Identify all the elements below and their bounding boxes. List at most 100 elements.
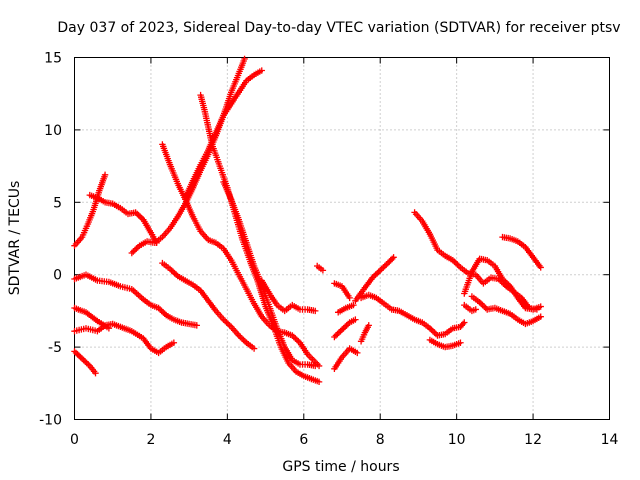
data-point [373, 294, 386, 306]
data-point [518, 294, 532, 310]
data-point [254, 278, 269, 308]
data-point [147, 345, 160, 355]
series-track-24 [461, 255, 544, 313]
data-point [71, 304, 88, 315]
data-point [205, 131, 219, 154]
data-point [189, 163, 203, 184]
data-point [78, 223, 91, 241]
series-track-23 [426, 336, 464, 351]
data-point [338, 283, 352, 300]
axis-ticks [74, 57, 610, 420]
data-point [159, 141, 173, 166]
data-point [457, 320, 467, 330]
data-point [281, 303, 294, 315]
data-point [170, 316, 183, 325]
series-track-11 [71, 348, 99, 377]
x-tick-label: 4 [223, 432, 232, 448]
data-point [331, 280, 344, 289]
data-point [220, 178, 234, 201]
data-point [174, 272, 187, 283]
data-point [506, 283, 520, 300]
data-point [354, 349, 361, 357]
x-tick-label: 6 [299, 432, 308, 448]
data-point [529, 254, 543, 269]
plot-frame [74, 57, 610, 420]
data-point [105, 278, 122, 289]
series-track-1 [71, 171, 109, 249]
series-track-8 [71, 271, 200, 329]
x-tick-label: 8 [376, 432, 385, 448]
data-point [243, 339, 256, 351]
y-tick-label: 0 [53, 268, 62, 284]
data-point [506, 235, 520, 244]
data-point [480, 275, 493, 287]
data-point [384, 255, 396, 267]
data-point [140, 216, 153, 234]
data-point [101, 171, 109, 178]
data-point [82, 271, 99, 283]
data-point [250, 300, 264, 318]
series-track-20 [352, 254, 397, 304]
data-point [285, 359, 298, 374]
data-point [182, 179, 196, 202]
series-track-15 [331, 280, 353, 302]
data-point [220, 102, 234, 119]
data-point [442, 252, 455, 263]
data-point [342, 302, 355, 312]
data-point [495, 275, 508, 288]
data-point [292, 368, 306, 379]
data-point [140, 296, 153, 307]
data-point [273, 301, 286, 313]
data-point [82, 309, 99, 323]
data-point [315, 378, 323, 386]
data-point [147, 301, 160, 311]
data-point [331, 328, 344, 341]
y-tick-labels: -10 -5 0 5 10 15 [39, 51, 62, 429]
data-point [151, 235, 164, 246]
data-point [228, 323, 241, 337]
data-point [468, 293, 481, 304]
data-point [159, 226, 172, 241]
data-point [426, 325, 440, 338]
data-point [166, 215, 180, 232]
data-point [449, 257, 463, 270]
data-point [434, 341, 447, 350]
data-point [377, 261, 390, 274]
data-point [472, 306, 479, 313]
data-point [346, 345, 359, 355]
x-tick-label: 14 [601, 432, 619, 448]
data-point [442, 326, 455, 338]
data-point [212, 307, 226, 322]
data-point [403, 312, 416, 322]
data-point [84, 208, 96, 228]
data-point [78, 355, 92, 368]
series-track-18 [331, 345, 361, 372]
data-point [350, 301, 357, 309]
data-point [228, 72, 242, 96]
x-tick-label: 0 [70, 432, 79, 448]
data-point [163, 340, 176, 351]
data-point [304, 351, 321, 368]
series-track-4 [159, 141, 323, 370]
data-point [174, 202, 188, 220]
data-point [457, 339, 464, 346]
data-point [71, 235, 84, 249]
data-point [71, 272, 88, 283]
data-point [94, 323, 107, 335]
data-point [109, 320, 122, 330]
series-track-17 [331, 316, 359, 341]
data-point [228, 91, 241, 107]
data-point [369, 268, 382, 281]
data-point [86, 362, 98, 375]
data-point [235, 271, 249, 291]
data-point [426, 336, 439, 347]
data-point [491, 262, 505, 281]
data-point [331, 356, 344, 372]
data-point [335, 305, 348, 316]
data-point [189, 281, 202, 293]
data-point [266, 290, 279, 307]
data-point [109, 200, 122, 211]
data-point [250, 345, 258, 352]
